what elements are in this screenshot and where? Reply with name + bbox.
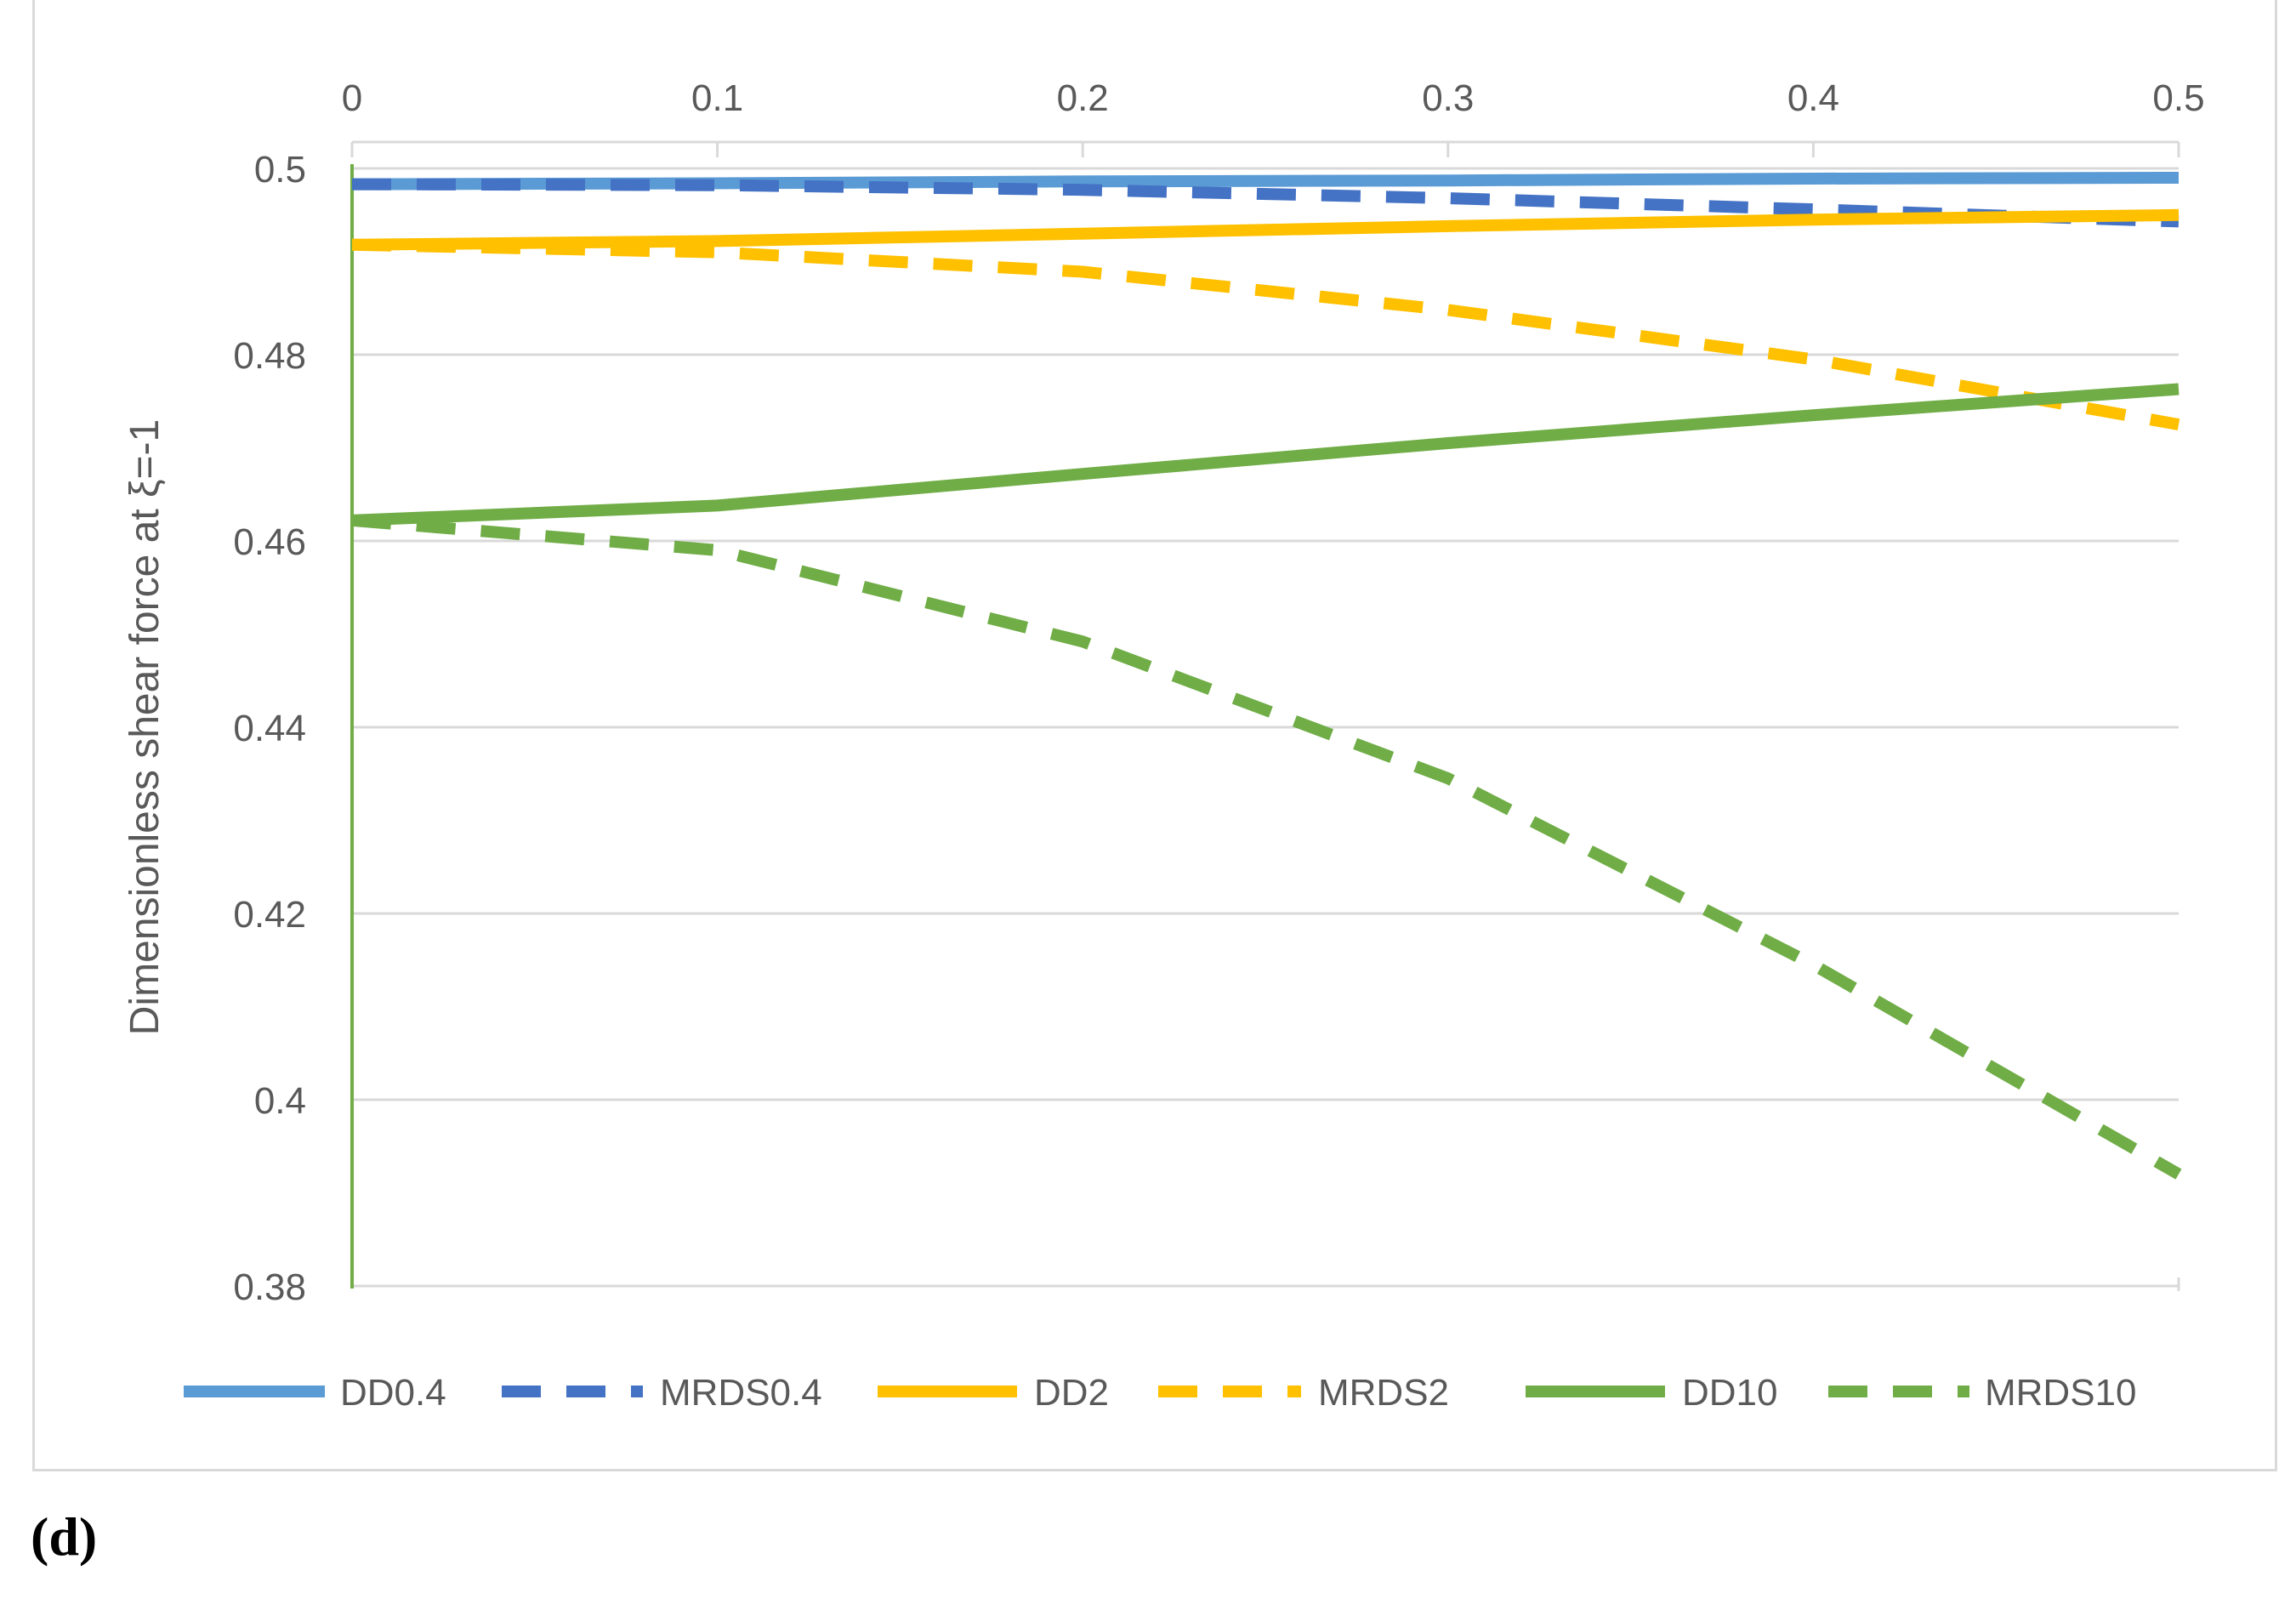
panel-label: (d) <box>31 1506 98 1567</box>
y-tick-label-2: 0.42 <box>233 894 306 936</box>
chart-frame <box>32 0 2277 1471</box>
legend-label-1: MRDS0.4 <box>660 1372 822 1414</box>
legend-label-0: DD0.4 <box>340 1372 446 1414</box>
series-line-dd10 <box>351 383 2179 526</box>
x-tick-label-1: 0.1 <box>691 77 743 119</box>
y-tick-label-3: 0.44 <box>233 708 306 749</box>
x-tick-label-4: 0.4 <box>1787 77 1839 119</box>
series-line-dd0-4 <box>351 172 2179 191</box>
x-tick-label-2: 0.2 <box>1057 77 1109 119</box>
y-tick-label-0: 0.38 <box>233 1266 306 1308</box>
legend-label-3: MRDS2 <box>1318 1372 1449 1414</box>
series-line-mrds2 <box>351 238 2180 430</box>
y-axis-title: Dimensionless shear force at ξ=-1 <box>122 419 168 1035</box>
x-tick-label-5: 0.5 <box>2152 77 2204 119</box>
series-line-mrds10 <box>351 514 2182 1180</box>
x-tick-label-0: 0 <box>342 77 362 119</box>
legend-label-4: DD10 <box>1682 1372 1778 1414</box>
y-tick-label-6: 0.5 <box>254 149 306 191</box>
legend-label-2: DD2 <box>1034 1372 1109 1414</box>
y-tick-label-4: 0.46 <box>233 521 306 563</box>
series-line-dd2 <box>351 208 2179 251</box>
y-tick-label-5: 0.48 <box>233 335 306 377</box>
series-line-mrds0-4 <box>351 178 2179 228</box>
line-chart: 0.38 0.4 0.42 0.44 0.46 0.48 0.5 0 0.1 0.2 0.3 0.4 0… <box>122 77 2205 1414</box>
y-tick-label-1: 0.4 <box>254 1080 306 1122</box>
legend-label-5: MRDS10 <box>1985 1372 2137 1414</box>
x-tick-label-3: 0.3 <box>1422 77 1474 119</box>
